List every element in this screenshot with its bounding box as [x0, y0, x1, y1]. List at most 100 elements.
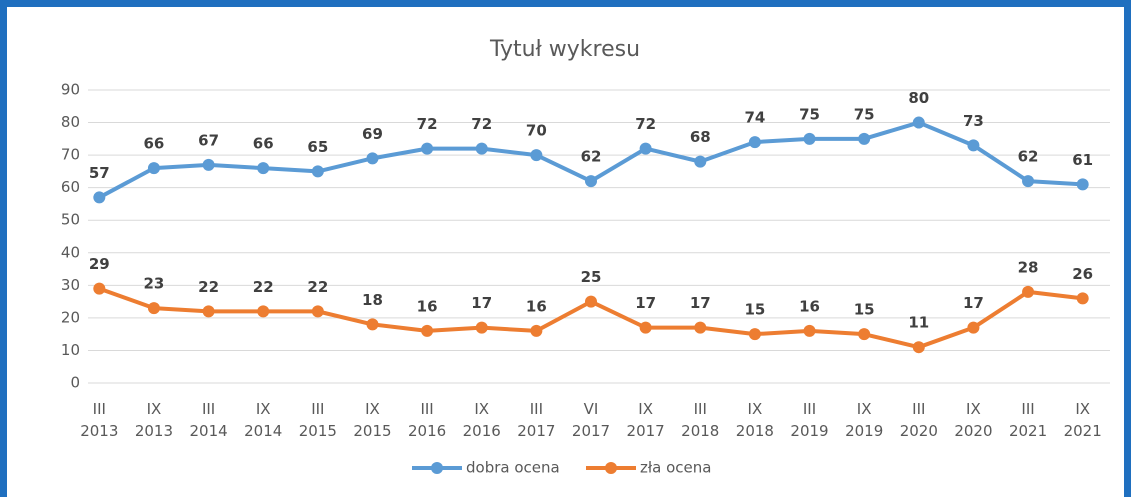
data-point: [694, 321, 707, 334]
data-label: 62: [581, 148, 602, 166]
data-label: 15: [854, 301, 875, 319]
x-tick-label: III 2018: [681, 400, 720, 440]
data-label: 11: [908, 314, 929, 332]
data-label: 17: [471, 294, 492, 312]
data-point: [803, 324, 816, 337]
data-label: 29: [89, 255, 110, 273]
data-label: 75: [854, 105, 875, 123]
y-tick-label: 60: [61, 178, 80, 196]
data-label: 26: [1072, 265, 1093, 283]
data-point: [93, 191, 106, 204]
x-tick-label: IX 2016: [462, 400, 501, 440]
legend-label: zła ocena: [640, 459, 711, 477]
x-tick-label: III 2021: [1008, 400, 1048, 440]
y-tick-label: 10: [61, 341, 80, 359]
x-tick-label: IX 2021: [1063, 400, 1102, 440]
y-tick-label: 50: [61, 211, 80, 229]
x-tick-label: IX 2015: [353, 400, 392, 440]
data-label: 66: [144, 135, 165, 153]
x-tick-label: IX 2014: [244, 400, 283, 440]
data-label: 72: [635, 115, 656, 133]
data-point: [967, 139, 980, 152]
data-point: [585, 295, 597, 308]
x-tick-label: VI 2017: [571, 400, 611, 440]
x-tick-label: IX 2020: [954, 400, 993, 440]
data-point: [1022, 285, 1035, 298]
data-label: 17: [690, 294, 711, 312]
data-point: [1076, 178, 1089, 191]
data-label: 23: [144, 275, 165, 293]
data-label: 69: [362, 125, 383, 143]
y-tick-label: 30: [61, 276, 80, 294]
data-point: [475, 321, 488, 334]
data-point: [694, 155, 707, 168]
data-point: [858, 328, 871, 341]
data-point: [147, 162, 160, 175]
legend-marker: [605, 462, 617, 474]
data-label: 66: [253, 135, 274, 153]
data-label: 16: [417, 297, 438, 315]
y-tick-label: 40: [61, 243, 80, 261]
x-tick-label: III 2014: [189, 400, 228, 440]
x-tick-label: IX 2013: [134, 400, 174, 440]
data-point: [912, 116, 925, 129]
data-label: 16: [526, 297, 547, 315]
x-tick-label: III 2013: [80, 400, 119, 440]
data-point: [1022, 175, 1035, 188]
data-label: 68: [690, 128, 711, 146]
data-point: [803, 132, 816, 145]
data-label: 70: [526, 122, 547, 140]
data-label: 16: [799, 297, 820, 315]
data-point: [421, 324, 434, 337]
data-label: 15: [744, 301, 765, 319]
data-label: 74: [744, 109, 765, 127]
x-tick-label: III 2020: [899, 400, 938, 440]
y-tick-label: 0: [70, 374, 80, 392]
x-tick-label: III 2016: [408, 400, 447, 440]
data-label: 22: [307, 278, 328, 296]
data-point: [912, 341, 925, 354]
x-tick-label: III 2017: [517, 400, 556, 440]
data-point: [530, 324, 543, 337]
data-point: [585, 175, 597, 188]
data-label: 73: [963, 112, 984, 130]
data-label: 67: [198, 131, 219, 149]
data-point: [421, 142, 434, 155]
data-label: 72: [417, 115, 438, 133]
y-tick-label: 90: [61, 81, 80, 99]
data-point: [1076, 292, 1089, 305]
data-label: 28: [1018, 258, 1039, 276]
data-label: 65: [307, 138, 328, 156]
data-point: [147, 302, 160, 315]
data-point: [202, 305, 215, 318]
legend-marker: [431, 462, 443, 474]
data-point: [93, 282, 106, 295]
legend-label: dobra ocena: [466, 459, 560, 477]
data-point: [311, 305, 324, 318]
data-label: 25: [581, 268, 602, 286]
data-point: [748, 136, 761, 149]
data-label: 17: [635, 294, 656, 312]
data-point: [257, 305, 270, 318]
data-point: [366, 152, 379, 165]
data-label: 17: [963, 294, 984, 312]
y-tick-label: 80: [61, 113, 80, 131]
data-point: [639, 321, 652, 334]
data-point: [311, 165, 324, 178]
data-point: [202, 158, 215, 171]
data-label: 80: [908, 89, 929, 107]
y-tick-label: 70: [61, 146, 80, 164]
chart-title: Tytuł wykresu: [489, 37, 640, 62]
data-point: [967, 321, 980, 334]
y-tick-label: 20: [61, 308, 80, 326]
data-label: 22: [253, 278, 274, 296]
x-tick-label: IX 2017: [626, 400, 665, 440]
data-label: 18: [362, 291, 383, 309]
data-label: 57: [89, 164, 110, 182]
data-label: 62: [1018, 148, 1039, 166]
data-point: [257, 162, 270, 175]
data-point: [858, 132, 871, 145]
x-tick-label: III 2015: [298, 400, 337, 440]
